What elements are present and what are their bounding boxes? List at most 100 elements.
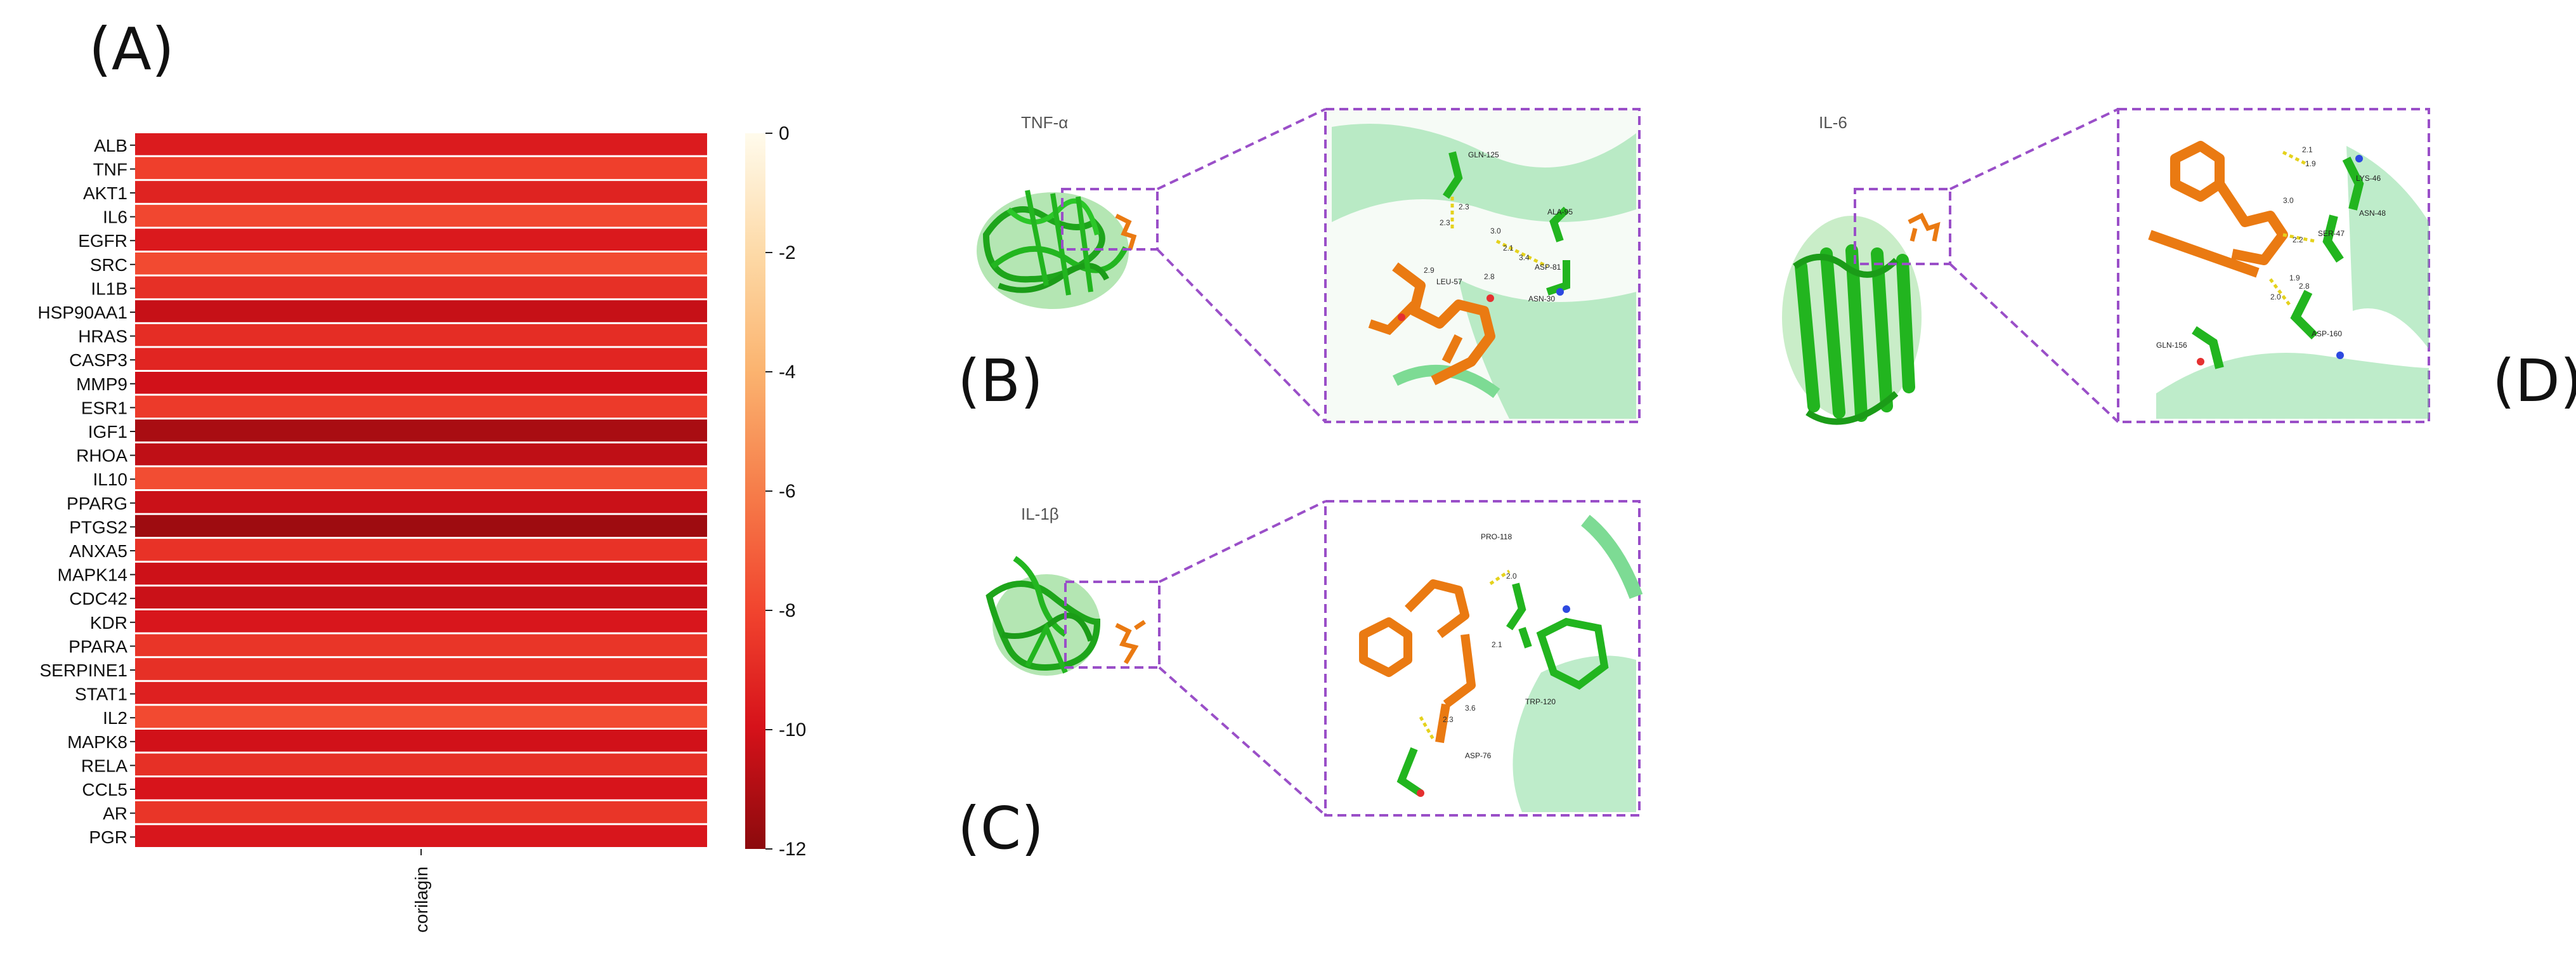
residue-label: LYS-46 bbox=[2356, 174, 2381, 183]
tnf-protein-label: TNF-α bbox=[1021, 113, 1069, 132]
residue-label: SER-47 bbox=[2318, 229, 2345, 238]
distance-label: 1.9 bbox=[2305, 159, 2316, 168]
residue-label: ASP-81 bbox=[1535, 263, 1561, 272]
panel-label-c: (C) bbox=[958, 794, 1044, 862]
colorbar-tick-label: -8 bbox=[779, 600, 796, 621]
distance-label: 2.8 bbox=[1484, 272, 1495, 281]
row-label: HSP90AA1 bbox=[37, 303, 127, 322]
row-label: PPARA bbox=[68, 636, 127, 656]
heatmap-chart: ALB TNF AKT1 IL6 EGFR SRC IL1B HSP90AA1 HRAS CASP… bbox=[37, 123, 806, 933]
distance-label: 2.3 bbox=[1459, 202, 1469, 211]
row-label: SERPINE1 bbox=[40, 661, 128, 680]
tnf-ligand-thumb bbox=[1115, 213, 1137, 251]
colorbar-tick-label: -2 bbox=[779, 242, 796, 263]
column-label: corilagin bbox=[412, 867, 431, 933]
heatmap-cell bbox=[135, 706, 707, 728]
row-label: EGFR bbox=[78, 231, 127, 251]
row-label: AKT1 bbox=[83, 183, 127, 203]
il6-protein-overview bbox=[1782, 216, 1922, 425]
residue-label: GLN-156 bbox=[2156, 341, 2187, 350]
residue-label: LEU-57 bbox=[1436, 277, 1462, 286]
panel-label-a: (A) bbox=[89, 15, 174, 83]
distance-label: 3.6 bbox=[1465, 704, 1476, 713]
distance-label: 2.1 bbox=[2302, 145, 2313, 154]
row-label: CASP3 bbox=[69, 350, 127, 370]
row-label: PPARG bbox=[67, 494, 127, 513]
row-label: RELA bbox=[81, 756, 127, 775]
heatmap-cell bbox=[135, 157, 707, 180]
row-label: AR bbox=[103, 804, 127, 824]
heatmap-cell bbox=[135, 491, 707, 513]
row-label: PTGS2 bbox=[69, 517, 127, 537]
heatmap-cell bbox=[135, 324, 707, 346]
row-label: HRAS bbox=[78, 327, 127, 346]
heatmap-cell bbox=[135, 419, 707, 442]
heatmap-cell bbox=[135, 253, 707, 275]
heatmap-cell bbox=[135, 825, 707, 847]
distance-label: 3.4 bbox=[1519, 253, 1530, 262]
heatmap-cell bbox=[135, 181, 707, 203]
heatmap-cell bbox=[135, 539, 707, 561]
residue-label: PRO-118 bbox=[1481, 532, 1512, 541]
tnf-zoom-box bbox=[1324, 108, 1641, 423]
row-label: MMP9 bbox=[76, 374, 127, 394]
heatmap-cell bbox=[135, 133, 707, 155]
distance-label: 2.0 bbox=[2270, 292, 2281, 301]
il6-zoom-box bbox=[2117, 108, 2430, 423]
row-label: IL10 bbox=[93, 470, 128, 489]
heatmap-cell bbox=[135, 562, 707, 585]
il6-focus-box bbox=[1854, 188, 1951, 265]
row-label: STAT1 bbox=[75, 685, 127, 704]
heatmap-cell bbox=[135, 348, 707, 370]
row-label: ANXA5 bbox=[69, 541, 127, 561]
il6-protein-label: IL-6 bbox=[1819, 113, 1847, 132]
colorbar-tick-label: -10 bbox=[779, 720, 806, 740]
distance-label: 3.0 bbox=[2283, 196, 2294, 205]
il6-ligand-thumb bbox=[1908, 213, 1941, 242]
residue-label: ASP-76 bbox=[1465, 751, 1492, 760]
il1b-focus-box bbox=[1064, 581, 1161, 669]
heatmap-cell bbox=[135, 467, 707, 489]
heatmap-cell bbox=[135, 801, 707, 824]
distance-label: 2.3 bbox=[1443, 715, 1454, 724]
il1b-zoom-detail bbox=[1359, 515, 1643, 812]
row-label: IGF1 bbox=[88, 422, 127, 442]
row-label: MAPK14 bbox=[58, 565, 128, 585]
distance-label: 2.0 bbox=[1506, 572, 1517, 581]
panel-label-b: (B) bbox=[958, 347, 1043, 415]
heatmap-cell bbox=[135, 586, 707, 608]
tnf-protein-overview bbox=[977, 190, 1129, 309]
distance-label: 3.0 bbox=[1490, 227, 1501, 235]
il1b-protein-overview bbox=[986, 556, 1101, 676]
heatmap-cell bbox=[135, 658, 707, 680]
distance-label: 2.2 bbox=[2293, 235, 2303, 244]
heatmap-cell bbox=[135, 515, 707, 537]
heatmap-cell bbox=[135, 634, 707, 657]
row-label: CDC42 bbox=[69, 589, 127, 608]
distance-label: 2.1 bbox=[1503, 244, 1514, 253]
heatmap-cell bbox=[135, 204, 707, 227]
row-label: KDR bbox=[90, 613, 127, 633]
il1b-zoom-box bbox=[1324, 500, 1641, 817]
panel-label-d: (D) bbox=[2492, 347, 2576, 415]
heatmap-cell bbox=[135, 443, 707, 466]
heatmap-cell bbox=[135, 753, 707, 776]
row-label: PGR bbox=[89, 827, 127, 847]
row-label: ALB bbox=[94, 136, 127, 155]
row-label: IL2 bbox=[103, 708, 127, 728]
distance-label: 2.3 bbox=[1440, 218, 1450, 227]
colorbar-tick-label: -4 bbox=[779, 362, 796, 383]
il1b-ligand-thumb bbox=[1115, 620, 1146, 664]
tnf-zoom-detail bbox=[1332, 124, 1636, 419]
heatmap-cell bbox=[135, 681, 707, 704]
residue-label: ALA-95 bbox=[1547, 207, 1573, 216]
row-label: IL6 bbox=[103, 207, 127, 227]
il1b-protein-label: IL-1β bbox=[1021, 504, 1059, 523]
heatmap-cell bbox=[135, 395, 707, 418]
il6-zoom-detail bbox=[2148, 141, 2429, 419]
distance-label: 2.8 bbox=[2299, 282, 2310, 291]
row-label: ESR1 bbox=[81, 398, 127, 417]
row-label: IL1B bbox=[91, 279, 127, 298]
residue-label: GLN-125 bbox=[1468, 150, 1499, 159]
